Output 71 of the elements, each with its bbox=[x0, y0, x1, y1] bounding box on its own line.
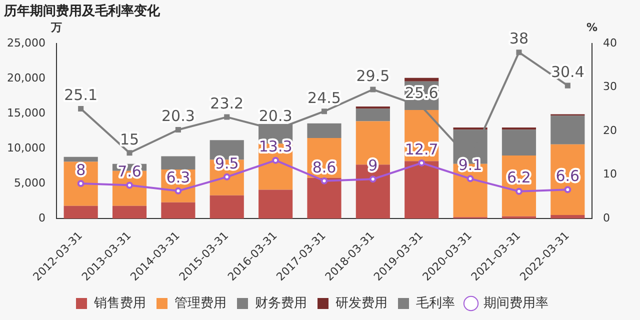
point bbox=[466, 175, 474, 182]
y-tick-label: 20,000 bbox=[6, 71, 46, 84]
bar bbox=[550, 214, 585, 218]
point bbox=[174, 187, 182, 194]
legend-label: 研发费用 bbox=[336, 296, 388, 311]
data-label: 8 bbox=[76, 160, 86, 179]
point bbox=[370, 86, 376, 92]
data-label: 12.7 bbox=[404, 140, 438, 158]
data-label: 23.2 bbox=[210, 94, 244, 112]
point bbox=[321, 108, 328, 114]
data-label: 6.2 bbox=[507, 168, 531, 187]
data-label: 30.4 bbox=[550, 62, 584, 81]
data-label: 20.3 bbox=[161, 107, 195, 126]
bar bbox=[356, 108, 390, 122]
y2-tick-label: 10 bbox=[603, 168, 618, 181]
bar bbox=[307, 178, 342, 218]
y-axis-title: 万 bbox=[50, 20, 62, 34]
data-label: 8.6 bbox=[312, 158, 336, 176]
legend-label: 销售费用 bbox=[93, 296, 146, 311]
point bbox=[175, 126, 181, 132]
point bbox=[272, 156, 280, 164]
legend-label: 期间费用率 bbox=[484, 294, 548, 311]
point bbox=[516, 50, 522, 56]
point bbox=[126, 182, 134, 189]
data-label: 29.5 bbox=[356, 66, 390, 85]
y-tick-label: 15,000 bbox=[6, 106, 46, 120]
data-label: 25.1 bbox=[64, 86, 98, 104]
data-label: 9.5 bbox=[214, 154, 239, 172]
data-label: 20.3 bbox=[258, 107, 292, 126]
y2-tick-label: 0 bbox=[603, 211, 610, 224]
bar bbox=[161, 156, 196, 170]
legend-label: 管理费用 bbox=[174, 296, 226, 311]
chart-title: 历年期间费用及毛利率变化 bbox=[3, 3, 161, 20]
point bbox=[224, 114, 230, 120]
bar bbox=[64, 206, 98, 218]
legend-label: 财务费用 bbox=[255, 296, 307, 311]
y-tick-label: 0 bbox=[38, 211, 46, 224]
point bbox=[515, 188, 522, 195]
point bbox=[223, 173, 230, 180]
point bbox=[320, 177, 328, 184]
y2-axis-title: % bbox=[586, 20, 598, 34]
data-label: 6.6 bbox=[556, 167, 580, 185]
bar bbox=[502, 130, 536, 156]
bar bbox=[404, 78, 439, 82]
y2-tick-label: 40 bbox=[603, 36, 618, 50]
data-label: 13.3 bbox=[258, 138, 292, 156]
y2-tick-label: 30 bbox=[603, 80, 618, 94]
data-label: 15 bbox=[120, 130, 140, 148]
y-tick-label: 5,000 bbox=[14, 176, 46, 190]
y-tick-label: 25,000 bbox=[6, 36, 46, 50]
y2-tick-label: 20 bbox=[603, 124, 618, 137]
bar bbox=[210, 195, 244, 218]
bar bbox=[112, 206, 147, 218]
point bbox=[564, 186, 572, 194]
bar bbox=[161, 202, 196, 218]
point bbox=[126, 150, 132, 156]
y-tick-label: 10,000 bbox=[6, 141, 46, 154]
point bbox=[369, 176, 376, 183]
point bbox=[77, 180, 84, 187]
bar bbox=[550, 116, 585, 144]
data-label: 6.3 bbox=[166, 168, 190, 186]
bar bbox=[258, 190, 293, 218]
point bbox=[564, 82, 570, 88]
legend-label: 毛利率 bbox=[416, 294, 455, 311]
bar bbox=[307, 123, 342, 138]
bar bbox=[404, 161, 439, 218]
bar bbox=[64, 156, 98, 162]
data-label: 38 bbox=[509, 30, 529, 48]
point bbox=[418, 159, 426, 166]
data-label: 24.5 bbox=[308, 88, 341, 107]
point bbox=[78, 106, 84, 112]
